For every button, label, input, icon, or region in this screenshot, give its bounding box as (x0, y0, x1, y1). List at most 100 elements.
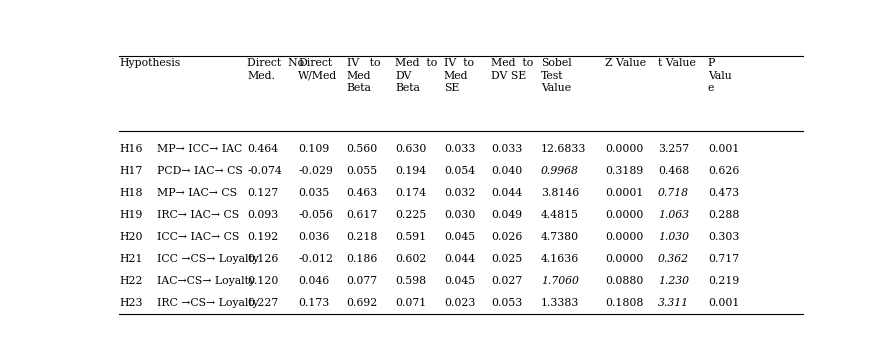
Text: 0.044: 0.044 (444, 254, 475, 264)
Text: 0.027: 0.027 (491, 276, 522, 286)
Text: 0.030: 0.030 (444, 210, 475, 220)
Text: 0.033: 0.033 (444, 144, 475, 153)
Text: 0.362: 0.362 (658, 254, 689, 264)
Text: 0.186: 0.186 (347, 254, 378, 264)
Text: t Value: t Value (658, 58, 695, 68)
Text: Direct
W/Med: Direct W/Med (298, 58, 338, 81)
Text: ICC →CS→ Loyalty: ICC →CS→ Loyalty (157, 254, 259, 264)
Text: 0.045: 0.045 (444, 276, 475, 286)
Text: H17: H17 (119, 166, 142, 176)
Text: 1.7060: 1.7060 (541, 276, 579, 286)
Text: 0.718: 0.718 (658, 188, 689, 198)
Text: 1.063: 1.063 (658, 210, 689, 220)
Text: 0.044: 0.044 (491, 188, 522, 198)
Text: 0.225: 0.225 (395, 210, 426, 220)
Text: 0.040: 0.040 (491, 166, 522, 176)
Text: -0.056: -0.056 (298, 210, 333, 220)
Text: 4.7380: 4.7380 (541, 232, 580, 242)
Text: 0.218: 0.218 (347, 232, 378, 242)
Text: 0.093: 0.093 (247, 210, 279, 220)
Text: 0.109: 0.109 (298, 144, 330, 153)
Text: -0.012: -0.012 (298, 254, 333, 264)
Text: 0.049: 0.049 (491, 210, 522, 220)
Text: 0.464: 0.464 (247, 144, 279, 153)
Text: 0.288: 0.288 (708, 210, 739, 220)
Text: 0.717: 0.717 (708, 254, 739, 264)
Text: -0.029: -0.029 (298, 166, 333, 176)
Text: 0.1808: 0.1808 (605, 298, 643, 308)
Text: MP→ ICC→ IAC: MP→ ICC→ IAC (157, 144, 243, 153)
Text: 0.219: 0.219 (708, 276, 739, 286)
Text: 1.3383: 1.3383 (541, 298, 580, 308)
Text: 0.468: 0.468 (658, 166, 689, 176)
Text: 0.126: 0.126 (247, 254, 279, 264)
Text: 0.0000: 0.0000 (605, 254, 643, 264)
Text: Z Value: Z Value (605, 58, 646, 68)
Text: H23: H23 (119, 298, 142, 308)
Text: 0.192: 0.192 (247, 232, 279, 242)
Text: 0.3189: 0.3189 (605, 166, 643, 176)
Text: IRC →CS→ Loyalty: IRC →CS→ Loyalty (157, 298, 259, 308)
Text: 0.025: 0.025 (491, 254, 522, 264)
Text: P
Valu
e: P Valu e (708, 58, 731, 93)
Text: 0.001: 0.001 (708, 144, 739, 153)
Text: 0.071: 0.071 (395, 298, 426, 308)
Text: 0.227: 0.227 (247, 298, 279, 308)
Text: 1.230: 1.230 (658, 276, 689, 286)
Text: 1.030: 1.030 (658, 232, 689, 242)
Text: Hypothesis: Hypothesis (119, 58, 180, 68)
Text: 0.055: 0.055 (347, 166, 378, 176)
Text: 0.032: 0.032 (444, 188, 475, 198)
Text: Direct  No
Med.: Direct No Med. (247, 58, 305, 81)
Text: 4.4815: 4.4815 (541, 210, 579, 220)
Text: 0.463: 0.463 (347, 188, 378, 198)
Text: 0.0880: 0.0880 (605, 276, 643, 286)
Text: H16: H16 (119, 144, 142, 153)
Text: 0.591: 0.591 (395, 232, 426, 242)
Text: 0.560: 0.560 (347, 144, 378, 153)
Text: H18: H18 (119, 188, 142, 198)
Text: 0.120: 0.120 (247, 276, 279, 286)
Text: 0.127: 0.127 (247, 188, 279, 198)
Text: 0.035: 0.035 (298, 188, 330, 198)
Text: 0.630: 0.630 (395, 144, 426, 153)
Text: 0.053: 0.053 (491, 298, 522, 308)
Text: 0.303: 0.303 (708, 232, 739, 242)
Text: 0.0000: 0.0000 (605, 232, 643, 242)
Text: 4.1636: 4.1636 (541, 254, 580, 264)
Text: PCD→ IAC→ CS: PCD→ IAC→ CS (157, 166, 243, 176)
Text: 0.626: 0.626 (708, 166, 739, 176)
Text: 0.054: 0.054 (444, 166, 475, 176)
Text: Med  to
DV SE: Med to DV SE (491, 58, 533, 81)
Text: H19: H19 (119, 210, 142, 220)
Text: 0.023: 0.023 (444, 298, 475, 308)
Text: 0.602: 0.602 (395, 254, 426, 264)
Text: 0.045: 0.045 (444, 232, 475, 242)
Text: 0.0000: 0.0000 (605, 144, 643, 153)
Text: 0.692: 0.692 (347, 298, 378, 308)
Text: H21: H21 (119, 254, 142, 264)
Text: ICC→ IAC→ CS: ICC→ IAC→ CS (157, 232, 239, 242)
Text: -0.074: -0.074 (247, 166, 282, 176)
Text: 12.6833: 12.6833 (541, 144, 587, 153)
Text: 0.617: 0.617 (347, 210, 378, 220)
Text: IAC→CS→ Loyalty: IAC→CS→ Loyalty (157, 276, 255, 286)
Text: MP→ IAC→ CS: MP→ IAC→ CS (157, 188, 237, 198)
Text: IV   to
Med
Beta: IV to Med Beta (347, 58, 380, 93)
Text: 3.311: 3.311 (658, 298, 689, 308)
Text: 0.0000: 0.0000 (605, 210, 643, 220)
Text: 0.033: 0.033 (491, 144, 522, 153)
Text: 0.598: 0.598 (395, 276, 426, 286)
Text: 0.036: 0.036 (298, 232, 330, 242)
Text: 3.8146: 3.8146 (541, 188, 580, 198)
Text: H22: H22 (119, 276, 142, 286)
Text: Med  to
DV
Beta: Med to DV Beta (395, 58, 437, 93)
Text: 0.173: 0.173 (298, 298, 330, 308)
Text: 0.001: 0.001 (708, 298, 739, 308)
Text: 0.174: 0.174 (395, 188, 426, 198)
Text: IV  to
Med
SE: IV to Med SE (444, 58, 474, 93)
Text: 0.0001: 0.0001 (605, 188, 643, 198)
Text: 0.194: 0.194 (395, 166, 426, 176)
Text: 0.077: 0.077 (347, 276, 378, 286)
Text: Sobel
Test
Value: Sobel Test Value (541, 58, 572, 93)
